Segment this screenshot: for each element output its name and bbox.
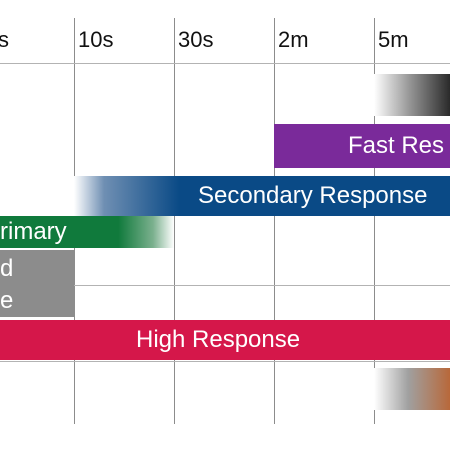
primary-response-bar: rimary: [0, 216, 174, 248]
high-response-bar: High Response: [0, 320, 450, 360]
primary-response-label: rimary: [0, 218, 67, 245]
row-separator: [0, 63, 450, 64]
high-response-label: High Response: [136, 326, 301, 353]
tick-label-5m: 5m: [378, 27, 409, 52]
tick-label-2m: 2m: [278, 27, 309, 52]
gray-block-label-line-1: d: [0, 255, 14, 282]
fast-response-bar: Fast Res: [274, 124, 450, 168]
fast-response-label: Fast Res: [348, 132, 445, 159]
gray-block-label-line-2: e: [0, 287, 14, 314]
gray-response-block: d e: [0, 250, 74, 317]
top-gray-bar: [374, 74, 450, 116]
tick-label-10s: 10s: [78, 27, 114, 52]
bottom-copper-bar: [374, 368, 450, 410]
gridline-2m: [274, 18, 275, 424]
tick-label-30s: 30s: [178, 27, 214, 52]
row-separator: [0, 361, 450, 362]
gridline-30s: [174, 18, 175, 424]
tick-label-s: s: [0, 27, 9, 52]
row-separator: [0, 285, 450, 286]
gridline-5m: [374, 18, 375, 424]
secondary-response-label: Secondary Response: [198, 182, 428, 209]
secondary-response-bar: Secondary Response: [74, 176, 450, 216]
